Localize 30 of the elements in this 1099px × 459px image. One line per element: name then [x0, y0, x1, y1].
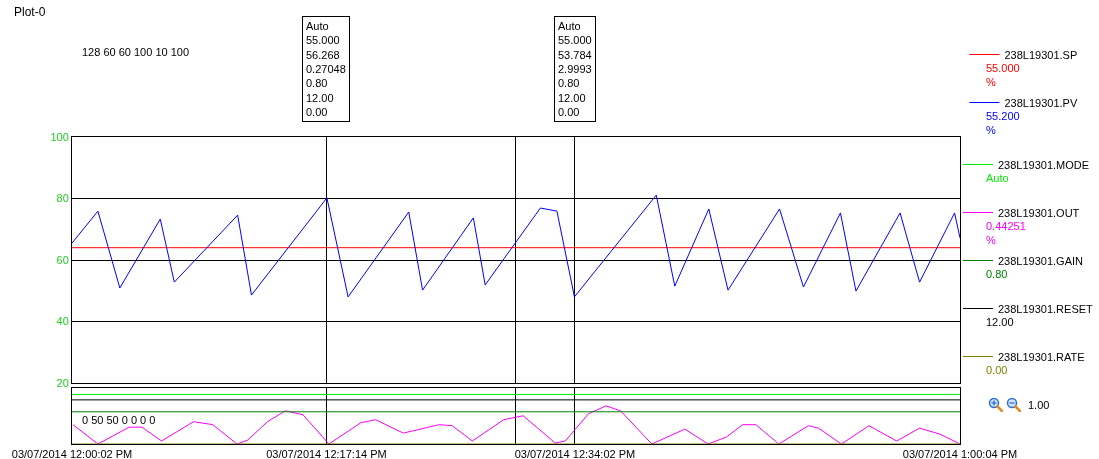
text: 55.200 % — [986, 110, 1020, 137]
chart-title: Plot-0 — [14, 5, 46, 20]
legend-label: 238L19301.GAIN — [998, 254, 1084, 267]
text: Auto 55.000 56.268 0.27048 0.80 12.00 0.00 — [306, 20, 346, 118]
legend-label: 238L19301.SP — [1004, 48, 1078, 61]
text: Auto — [986, 172, 1009, 184]
y-tick-label: 80 — [56, 192, 69, 205]
text: 128 60 60 100 10 100 — [82, 46, 190, 58]
line-series — [72, 194, 960, 298]
legend-label: 238L19301.RESET — [998, 302, 1094, 315]
legend-label: 238L19301.MODE — [998, 158, 1090, 171]
text: 55.000 % — [986, 62, 1020, 89]
legend-label: 238L19301.RATE — [998, 350, 1085, 363]
x-tick-label: 03/07/2014 12:17:14 PM — [266, 448, 387, 459]
text: 0.80 — [986, 268, 1008, 280]
y-tick-label: 60 — [56, 253, 69, 266]
annotation: 0 50 50 0 0 0 0 — [82, 414, 156, 426]
x-tick-label: 03/07/2014 12:00:02 PM — [11, 448, 133, 459]
legend-label: 238L19301.OUT — [998, 206, 1080, 219]
y-tick-label: 40 — [56, 315, 69, 328]
y-tick-label: 100 — [50, 130, 69, 143]
x-tick-label: 03/07/2014 12:34:02 PM — [514, 448, 636, 459]
text: 0.00 — [986, 364, 1008, 376]
text: Auto 55.000 53.784 2.9993 0.80 12.00 0.00 — [558, 20, 592, 118]
text: 1.00 — [1028, 399, 1050, 411]
text: 12.00 — [986, 316, 1014, 328]
x-tick-label: 03/07/2014 1:00:04 PM — [902, 448, 1018, 459]
text: 0.44251 % — [986, 220, 1026, 247]
legend-label: 238L19301.PV — [1004, 96, 1078, 109]
y-tick-label: 20 — [56, 376, 69, 389]
